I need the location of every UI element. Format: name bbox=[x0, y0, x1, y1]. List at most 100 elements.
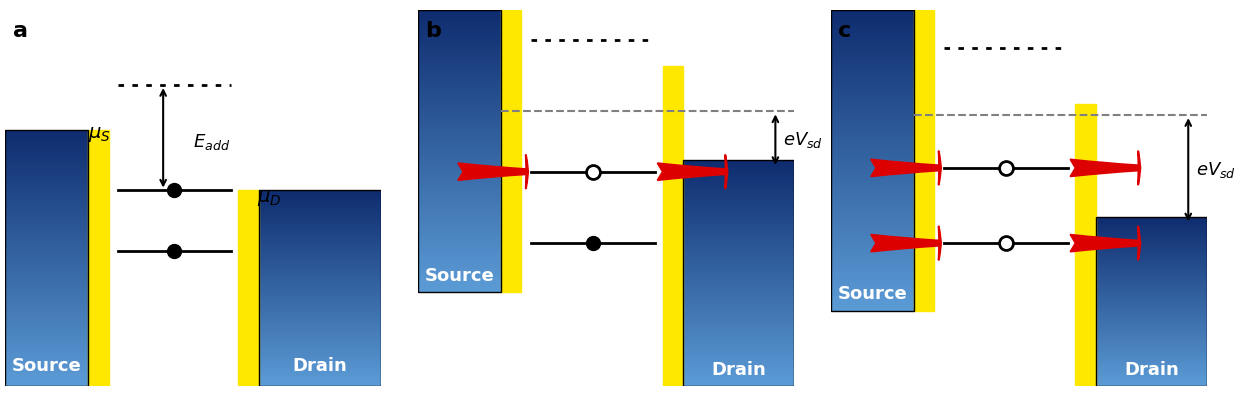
Bar bbox=[5, 243, 88, 246]
Bar bbox=[683, 251, 794, 253]
Bar bbox=[5, 253, 88, 256]
Bar bbox=[831, 85, 914, 88]
Bar bbox=[418, 213, 501, 216]
Bar bbox=[1096, 345, 1207, 347]
Bar bbox=[831, 190, 914, 194]
Bar bbox=[1096, 322, 1207, 324]
Bar bbox=[418, 92, 501, 95]
Bar bbox=[5, 353, 88, 355]
Text: Source: Source bbox=[11, 357, 82, 375]
Bar bbox=[1096, 344, 1207, 345]
Bar bbox=[831, 245, 914, 248]
Bar bbox=[259, 212, 382, 214]
Bar bbox=[418, 241, 501, 244]
Bar bbox=[683, 284, 794, 287]
Bar bbox=[831, 46, 914, 49]
Bar bbox=[1096, 278, 1207, 280]
Bar bbox=[418, 117, 501, 120]
Bar bbox=[831, 302, 914, 305]
Bar bbox=[683, 321, 794, 323]
Bar bbox=[1096, 313, 1207, 315]
Bar bbox=[831, 91, 914, 94]
Bar bbox=[5, 266, 88, 268]
Bar bbox=[831, 16, 914, 19]
Bar bbox=[683, 215, 794, 217]
Bar bbox=[5, 337, 88, 340]
Bar bbox=[1096, 317, 1207, 318]
Bar bbox=[831, 242, 914, 245]
Bar bbox=[831, 299, 914, 302]
Bar bbox=[831, 296, 914, 299]
Bar bbox=[418, 185, 501, 188]
Bar bbox=[259, 351, 382, 353]
Bar bbox=[418, 244, 501, 247]
Text: $\mu_D$: $\mu_D$ bbox=[257, 188, 281, 208]
Bar bbox=[418, 89, 501, 92]
Bar bbox=[683, 208, 794, 210]
Bar bbox=[683, 219, 794, 221]
Bar bbox=[831, 305, 914, 308]
Bar bbox=[831, 217, 914, 221]
Bar bbox=[259, 253, 382, 255]
Bar bbox=[831, 37, 914, 40]
Bar bbox=[683, 361, 794, 364]
Bar bbox=[259, 278, 382, 280]
Bar bbox=[831, 136, 914, 139]
Bar bbox=[418, 233, 501, 236]
Bar bbox=[418, 97, 501, 100]
Bar bbox=[683, 176, 794, 179]
Bar bbox=[1096, 232, 1207, 234]
Bar bbox=[259, 382, 382, 384]
Bar bbox=[1096, 320, 1207, 322]
Bar bbox=[831, 269, 914, 272]
Bar bbox=[683, 366, 794, 368]
Bar bbox=[683, 201, 794, 203]
Bar bbox=[683, 334, 794, 337]
Bar bbox=[259, 263, 382, 265]
Bar bbox=[5, 230, 88, 232]
Bar bbox=[5, 314, 88, 317]
Bar bbox=[1096, 349, 1207, 350]
Bar bbox=[5, 332, 88, 335]
Bar bbox=[259, 331, 382, 333]
Bar bbox=[259, 255, 382, 257]
Bar bbox=[1096, 385, 1207, 386]
Bar bbox=[418, 112, 501, 114]
Bar bbox=[1096, 350, 1207, 352]
Bar bbox=[259, 239, 382, 241]
Bar bbox=[1096, 252, 1207, 254]
Bar bbox=[1096, 367, 1207, 369]
Bar bbox=[1096, 318, 1207, 320]
Bar bbox=[1096, 247, 1207, 249]
Bar bbox=[259, 304, 382, 306]
Bar bbox=[831, 239, 914, 242]
Bar bbox=[418, 179, 501, 182]
Bar bbox=[1096, 293, 1207, 295]
Bar bbox=[1096, 286, 1207, 288]
Bar bbox=[1096, 329, 1207, 330]
Bar bbox=[831, 64, 914, 67]
Bar bbox=[5, 209, 88, 212]
Bar bbox=[831, 58, 914, 61]
Bar bbox=[831, 206, 914, 209]
Bar bbox=[831, 172, 914, 175]
Bar bbox=[418, 75, 501, 78]
Bar bbox=[1096, 381, 1207, 383]
Bar bbox=[831, 31, 914, 34]
Bar bbox=[831, 34, 914, 37]
Bar bbox=[259, 368, 382, 370]
Bar bbox=[831, 49, 914, 52]
Bar bbox=[5, 286, 88, 289]
Bar bbox=[259, 294, 382, 296]
Bar bbox=[418, 69, 501, 72]
Bar bbox=[683, 183, 794, 185]
Bar bbox=[259, 234, 382, 236]
Bar bbox=[5, 363, 88, 366]
Bar bbox=[831, 55, 914, 58]
Bar bbox=[418, 15, 501, 18]
Bar bbox=[831, 109, 914, 112]
Bar bbox=[683, 194, 794, 196]
Bar bbox=[418, 131, 501, 134]
Bar bbox=[1096, 339, 1207, 341]
Bar bbox=[5, 289, 88, 291]
